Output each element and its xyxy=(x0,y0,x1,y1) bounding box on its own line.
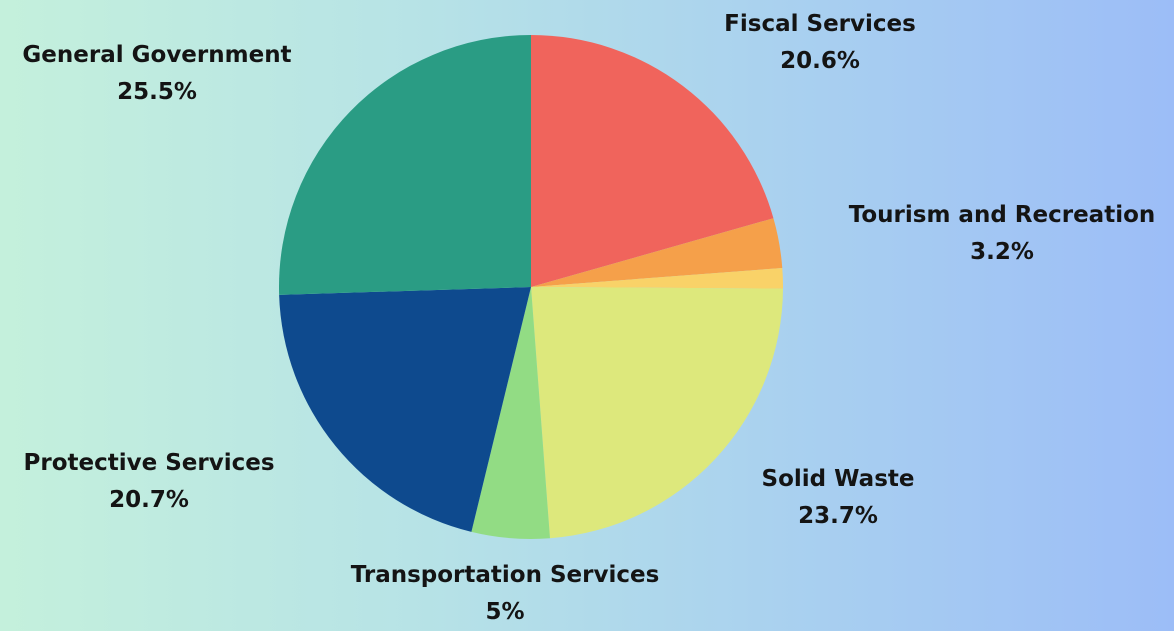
slice-percent: 20.6% xyxy=(780,48,860,74)
label-tourism-and-recreation: Tourism and Recreation 3.2% xyxy=(849,197,1156,271)
slice-percent: 25.5% xyxy=(117,79,197,105)
label-transportation-services: Transportation Services 5% xyxy=(351,557,660,631)
slice-label: Tourism and Recreation xyxy=(848,202,1156,228)
pie-slice-protective-services xyxy=(279,287,531,532)
slice-label: Fiscal Services xyxy=(724,11,916,37)
pie-slice-general-government xyxy=(278,35,531,295)
slice-percent: 20.7% xyxy=(109,487,189,513)
label-solid-waste: Solid Waste 23.7% xyxy=(762,461,915,535)
pie-slice-fiscal-services xyxy=(531,35,774,287)
slice-percent: 23.7% xyxy=(798,503,878,529)
slice-label: Protective Services xyxy=(23,450,275,476)
pie-slice-tourism-and-recreation xyxy=(531,218,783,287)
slice-percent: 3.2% xyxy=(970,239,1034,265)
slice-percent: 5% xyxy=(485,599,525,625)
label-general-government: General Government 25.5% xyxy=(22,37,291,111)
label-protective-services: Protective Services 20.7% xyxy=(23,445,274,519)
slice-label: General Government xyxy=(22,42,292,68)
label-fiscal-services: Fiscal Services 20.6% xyxy=(724,6,916,80)
pie-slice-solid-waste xyxy=(531,287,783,539)
slice-label: Solid Waste xyxy=(761,466,915,492)
pie-slice-unlabeled xyxy=(531,268,784,289)
pie-slice-transportation-services xyxy=(471,287,550,539)
slice-label: Transportation Services xyxy=(350,562,660,588)
